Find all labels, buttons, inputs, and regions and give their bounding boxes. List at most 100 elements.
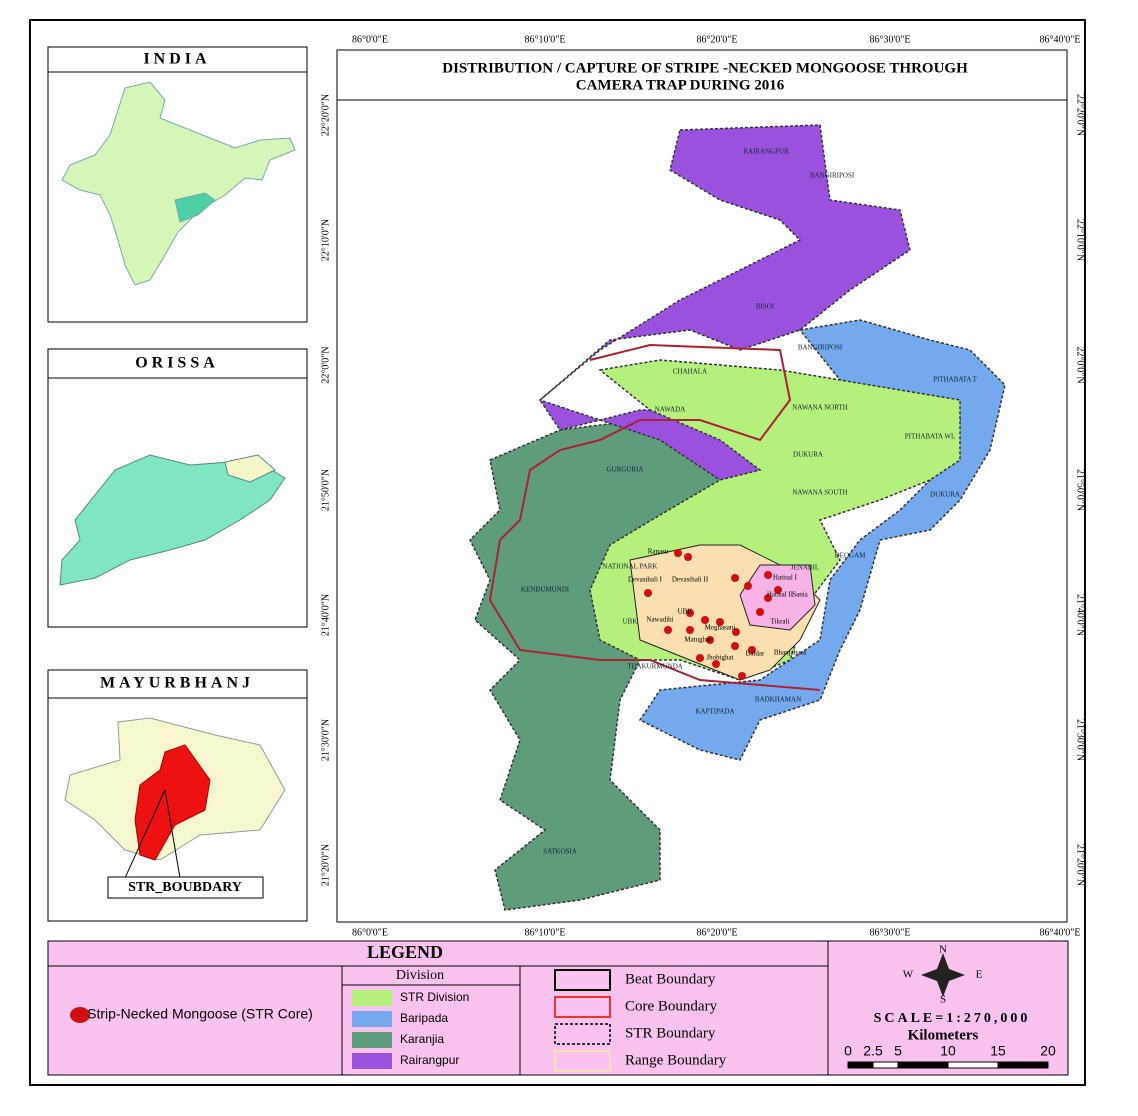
compass xyxy=(921,953,965,997)
inset-label: STR_BOUBDARY xyxy=(128,880,242,895)
legend-title: LEGEND xyxy=(367,942,443,962)
range-label: PITHABATA WL xyxy=(905,433,955,441)
range-label: BANGIRIPOSI xyxy=(798,344,843,352)
beat-label: Baldar xyxy=(746,650,765,658)
lat-tick: 22°10'0"N xyxy=(320,219,331,261)
range-label: BADKHAMAN xyxy=(755,696,801,704)
division-label: Karanjia xyxy=(400,1032,444,1046)
range-label: DEOGAM xyxy=(835,552,866,560)
india-inset xyxy=(47,46,308,323)
range-label: DUKURA xyxy=(793,451,823,459)
beat-label: Matughar xyxy=(684,636,712,644)
scale-segment xyxy=(947,1061,999,1069)
mongoose-point xyxy=(696,654,704,662)
scale-segment xyxy=(997,1061,1049,1069)
mongoose-point xyxy=(774,586,782,594)
beat-label: Hatisal II xyxy=(767,591,794,599)
title-box xyxy=(336,49,1068,101)
mongoose-point xyxy=(701,616,709,624)
beat-label: Nawadihi xyxy=(646,616,673,624)
lon-tick: 86°10'0"E xyxy=(525,927,566,938)
compass-letter: S xyxy=(940,994,946,1006)
lat-tick: 21°30'0"N xyxy=(1075,719,1086,761)
lon-tick: 86°30'0"E xyxy=(870,34,911,45)
range-label: GURGURIA xyxy=(607,466,644,474)
lon-tick: 86°40'0"E xyxy=(1040,927,1081,938)
orissa-inset xyxy=(47,348,308,628)
lat-tick: 22°10'0"N xyxy=(1075,219,1086,261)
range-label: THAKURMUNDA xyxy=(627,663,683,671)
mongoose-point xyxy=(731,642,739,650)
mongoose-point xyxy=(686,609,694,617)
division-swatch xyxy=(352,990,392,1006)
scale-tick: 2.5 xyxy=(863,1043,883,1059)
range-label: JENABIL xyxy=(791,564,819,572)
lon-tick: 86°30'0"E xyxy=(870,927,911,938)
range-label: KENDUMUNDI xyxy=(521,586,570,594)
beat-label: Devasthali II xyxy=(672,576,709,584)
range-label: NAWADA xyxy=(655,406,686,414)
inset-title: ORISSA xyxy=(135,355,219,372)
lat-tick: 21°30'0"N xyxy=(320,719,331,761)
range-label: RAIRANGPUR xyxy=(743,148,789,156)
boundary-swatch xyxy=(554,1050,611,1072)
scale-segment xyxy=(847,1061,874,1069)
range-label: NAWANA NORTH xyxy=(792,404,848,412)
map-title: CAMERA TRAP DURING 2016 xyxy=(576,77,785,93)
beat-label: Sania xyxy=(792,591,808,599)
division-label: Rairangpur xyxy=(400,1053,459,1067)
inset-title: MAYURBHANJ xyxy=(100,675,254,692)
scale-text: SCALE=1:270,000 xyxy=(874,1011,1031,1026)
range-label: DUKURA xyxy=(930,491,960,499)
lat-tick: 21°20'0"N xyxy=(1075,844,1086,886)
division-swatch xyxy=(352,1032,392,1048)
range-label: NAWANA SOUTH xyxy=(792,489,847,497)
boundary-label: Core Boundary xyxy=(625,998,718,1014)
mayurbhanj-inset xyxy=(47,669,308,922)
mongoose-point xyxy=(764,571,772,579)
beat-label: Jhobighat xyxy=(706,654,733,662)
lon-tick: 86°0'0"E xyxy=(352,34,388,45)
beat-label: Meghasani xyxy=(705,624,736,632)
inset-title: INDIA xyxy=(143,51,210,68)
boundary-label: Beat Boundary xyxy=(625,971,716,987)
lat-tick: 21°50'0"N xyxy=(320,469,331,511)
mongoose-point xyxy=(732,628,740,636)
compass-letter: N xyxy=(939,944,947,956)
scale-unit: Kilometers xyxy=(908,1027,979,1043)
mongoose-point xyxy=(686,626,694,634)
boundary-label: Range Boundary xyxy=(625,1052,727,1068)
map-title: DISTRIBUTION / CAPTURE OF STRIPE -NECKED… xyxy=(442,60,968,76)
compass-letter: W xyxy=(903,969,914,981)
lat-tick: 21°40'0"N xyxy=(1075,594,1086,636)
mongoose-points xyxy=(644,549,782,680)
range-label: BANGIRIPOSI xyxy=(810,172,855,180)
lat-tick: 21°50'0"N xyxy=(1075,469,1086,511)
species-symbol xyxy=(70,1007,90,1023)
division-label: STR Division xyxy=(400,990,469,1004)
mongoose-point xyxy=(748,646,756,654)
legend-box xyxy=(47,940,1069,1076)
boundary-swatch xyxy=(554,996,611,1018)
scale-segment xyxy=(897,1061,949,1069)
lon-tick: 86°10'0"E xyxy=(525,34,566,45)
lat-tick: 22°20'0"N xyxy=(320,94,331,136)
mongoose-point xyxy=(756,608,764,616)
division-label: Baripada xyxy=(400,1011,448,1025)
beat-label: Hatisal I xyxy=(773,574,798,582)
lon-tick: 86°20'0"E xyxy=(697,34,738,45)
range-label: PITHABATA T xyxy=(933,376,978,384)
lon-tick: 86°0'0"E xyxy=(352,927,388,938)
boundary-label: STR Boundary xyxy=(625,1025,716,1041)
scale-tick: 5 xyxy=(894,1043,902,1059)
division-header: Division xyxy=(396,968,444,983)
mongoose-point xyxy=(731,574,739,582)
lon-tick: 86°40'0"E xyxy=(1040,34,1081,45)
beat-label: UBK xyxy=(678,608,693,616)
mongoose-point xyxy=(644,589,652,597)
range-label: UBK xyxy=(623,618,638,626)
compass-letter: E xyxy=(976,969,983,981)
species-label: Strip-Necked Mongoose (STR Core) xyxy=(87,1006,313,1022)
boundary-swatch xyxy=(554,1023,611,1045)
